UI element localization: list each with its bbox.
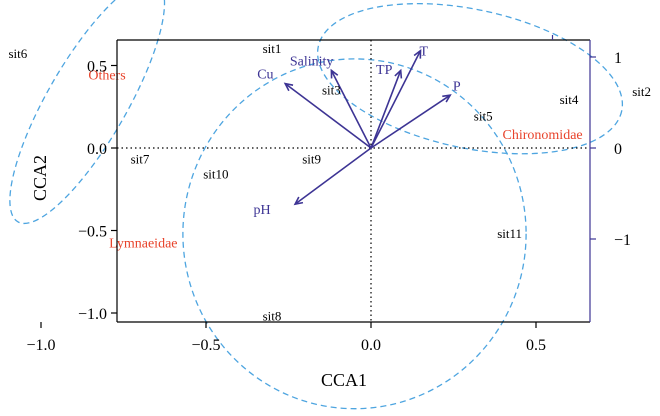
secondary-y-axis: 1 0 −1 [590, 50, 631, 249]
x-tick-label: 0.0 [361, 337, 381, 354]
y-axis: 0.5 0.0 −0.5 −1.0 [78, 59, 117, 323]
environment-arrows: T TP P Salinity Cu pH [254, 45, 461, 218]
group-labels: Others Chironomidae Lymnaeidae [88, 68, 582, 251]
site-label-sit8: sit8 [263, 308, 282, 323]
y2-tick-label: 0 [614, 141, 622, 158]
ellipse-lymnaeidae [182, 58, 527, 410]
x-tick-label: 0.5 [526, 337, 546, 354]
site-label-sit10: sit10 [203, 166, 228, 181]
arrow-label-ph: pH [254, 203, 271, 218]
y-tick-label: −0.5 [78, 224, 107, 241]
arrow-label-t: T [420, 45, 429, 60]
arrow-p [370, 94, 451, 149]
x-tick-label: −0.5 [191, 337, 220, 354]
group-label-others: Others [88, 68, 125, 83]
arrow-tp [370, 70, 402, 149]
site-label-sit11: sit11 [497, 226, 522, 241]
site-label-sit5: sit5 [474, 109, 493, 124]
y-axis-title: CCA2 [30, 155, 50, 201]
site-label-sit9: sit9 [302, 152, 321, 167]
arrow-label-tp: TP [376, 63, 393, 78]
site-label-sit4: sit4 [560, 92, 579, 107]
group-label-chironomidae: Chironomidae [503, 128, 583, 143]
arrowhead-ph [293, 196, 304, 206]
arrowhead-cu [283, 82, 294, 92]
site-label-sit7: sit7 [131, 152, 150, 167]
ellipse-others [9, 0, 166, 225]
y-tick-label: 0.5 [87, 59, 107, 76]
y2-tick-label: −1 [614, 232, 631, 249]
ellipse-chironomidae [316, 2, 624, 155]
arrow-cu [284, 83, 372, 149]
x-axis: −1.5−1.0−0.50.00.51.0 [26, 322, 546, 354]
group-ellipses [9, 0, 624, 410]
y2-tick-label: 1 [614, 50, 622, 67]
arrowhead-salinity [330, 68, 339, 79]
plot-frame [116, 35, 591, 323]
arrow-ph [294, 147, 372, 205]
arrow-label-p: P [453, 79, 461, 94]
x-tick-label: −1.0 [26, 337, 55, 354]
arrow-label-salinity: Salinity [290, 55, 334, 70]
reference-lines [117, 40, 590, 322]
site-label-sit1: sit1 [263, 41, 282, 56]
arrowhead-p [442, 94, 452, 103]
arrow-salinity [330, 70, 372, 149]
y-tick-label: 0.0 [87, 141, 107, 158]
site-label-sit2: sit2 [632, 84, 651, 99]
y-tick-label: −1.0 [78, 306, 107, 323]
arrowhead-tp [394, 68, 403, 79]
arrow-label-cu: Cu [257, 68, 273, 83]
x-axis-title: CCA1 [321, 370, 367, 390]
site-label-sit3: sit3 [322, 82, 341, 97]
group-label-lymnaeidae: Lymnaeidae [109, 237, 177, 252]
site-label-sit6: sit6 [9, 46, 28, 61]
site-labels: sit1 sit2 sit3 sit4 sit5 sit6 sit7 sit8 sit9 sit1… [9, 41, 651, 323]
arrow-t [370, 50, 422, 149]
arrowhead-t [413, 49, 422, 59]
